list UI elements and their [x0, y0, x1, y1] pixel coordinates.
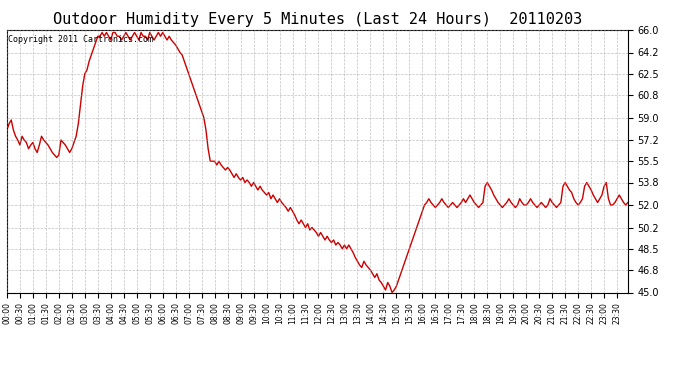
Title: Outdoor Humidity Every 5 Minutes (Last 24 Hours)  20110203: Outdoor Humidity Every 5 Minutes (Last 2…: [52, 12, 582, 27]
Text: Copyright 2011 Cartronics.com: Copyright 2011 Cartronics.com: [8, 35, 153, 44]
